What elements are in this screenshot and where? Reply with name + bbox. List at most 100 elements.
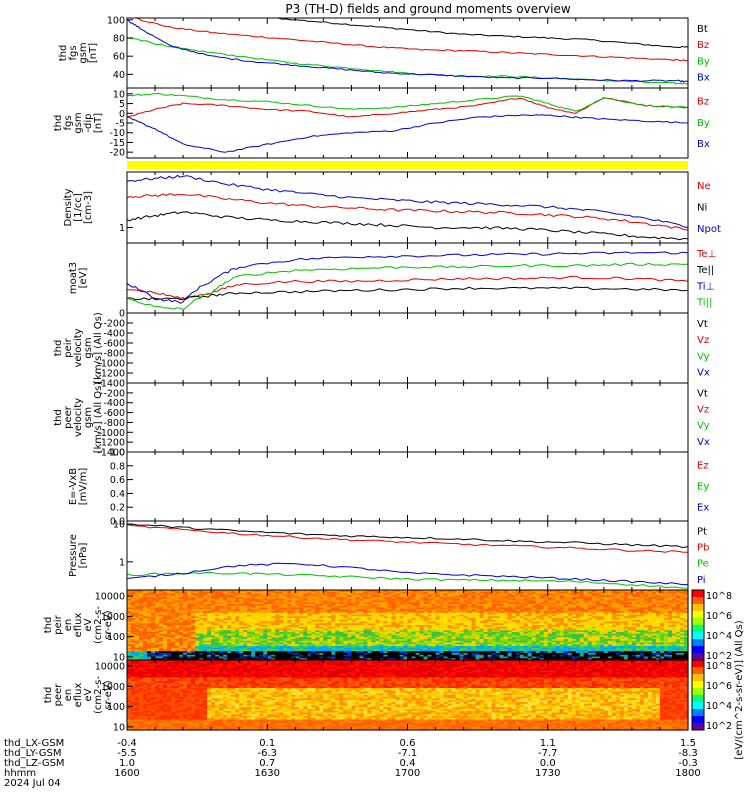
- heatmap-cell: [211, 658, 216, 661]
- heatmap-cell: [275, 630, 280, 633]
- heatmap-cell: [167, 632, 172, 635]
- heatmap-cell: [139, 604, 144, 607]
- heatmap-cell: [243, 651, 248, 654]
- heatmap-cell: [291, 602, 296, 605]
- heatmap-cell: [227, 607, 232, 610]
- heatmap-cell: [183, 640, 188, 644]
- heatmap-cell: [131, 593, 136, 596]
- heatmap-cell: [135, 609, 140, 612]
- heatmap-cell: [191, 593, 196, 596]
- heatmap-cell: [151, 625, 156, 628]
- heatmap-cell: [279, 654, 284, 658]
- heatmap-cell: [263, 602, 268, 605]
- heatmap-cell: [179, 649, 184, 652]
- heatmap-cell: [199, 646, 204, 649]
- heatmap-cell: [223, 656, 228, 659]
- heatmap-cell: [251, 633, 256, 637]
- heatmap-cell: [255, 619, 260, 623]
- heatmap-cell: [263, 658, 268, 661]
- heatmap-cell: [331, 597, 336, 600]
- heatmap-cell: [215, 614, 220, 617]
- heatmap-cell: [167, 635, 172, 638]
- heatmap-cell: [231, 630, 236, 633]
- heatmap-cell: [263, 637, 268, 640]
- heatmap-cell: [179, 647, 184, 651]
- heatmap-cell: [135, 630, 140, 633]
- heatmap-cell: [339, 637, 344, 640]
- heatmap-cell: [299, 649, 304, 652]
- heatmap-cell: [331, 639, 336, 642]
- heatmap-cell: [171, 604, 176, 607]
- heatmap-cell: [147, 653, 152, 656]
- heatmap-cell: [167, 628, 172, 631]
- heatmap-cell: [175, 621, 180, 624]
- heatmap-cell: [339, 635, 344, 638]
- heatmap-cell: [243, 595, 248, 598]
- heatmap-cell: [211, 635, 216, 638]
- heatmap-cell: [299, 593, 304, 596]
- heatmap-cell: [287, 633, 292, 637]
- heatmap-cell: [187, 637, 192, 640]
- heatmap-cell: [243, 642, 248, 645]
- heatmap-cell: [179, 614, 184, 617]
- heatmap-cell: [323, 595, 328, 598]
- heatmap-cell: [343, 647, 348, 651]
- heatmap-cell: [275, 635, 280, 638]
- heatmap-cell: [307, 640, 312, 644]
- heatmap-cell: [143, 619, 148, 623]
- heatmap-cell: [299, 591, 304, 595]
- heatmap-cell: [183, 651, 188, 654]
- heatmap-cell: [319, 623, 324, 626]
- heatmap-cell: [179, 625, 184, 628]
- heatmap-cell: [227, 612, 232, 616]
- heatmap-cell: [315, 612, 320, 616]
- heatmap-cell: [155, 600, 160, 603]
- heatmap-cell: [291, 604, 296, 607]
- heatmap-cell: [251, 644, 256, 647]
- heatmap-cell: [195, 591, 200, 595]
- heatmap-cell: [151, 623, 156, 626]
- heatmap-cell: [147, 630, 152, 633]
- heatmap-cell: [271, 644, 276, 647]
- heatmap-cell: [187, 623, 192, 626]
- heatmap-cell: [307, 618, 312, 621]
- heatmap-cell: [143, 656, 148, 659]
- heatmap-cell: [199, 633, 204, 637]
- heatmap-cell: [179, 611, 184, 614]
- heatmap-cell: [127, 602, 132, 605]
- heatmap-cell: [279, 644, 284, 647]
- heatmap-cell: [251, 630, 256, 633]
- heatmap-cell: [311, 618, 316, 621]
- heatmap-cell: [219, 658, 224, 661]
- heatmap-cell: [303, 644, 308, 647]
- heatmap-cell: [159, 647, 164, 651]
- heatmap-cell: [335, 630, 340, 633]
- heatmap-cell: [151, 658, 156, 661]
- heatmap-cell: [339, 651, 344, 654]
- heatmap-cell: [151, 605, 156, 609]
- heatmap-cell: [199, 640, 204, 644]
- heatmap-cell: [311, 637, 316, 640]
- heatmap-cell: [343, 591, 348, 595]
- heatmap-cell: [247, 621, 252, 624]
- heatmap-cell: [155, 640, 160, 644]
- heatmap-cell: [183, 595, 188, 598]
- heatmap-cell: [219, 591, 224, 595]
- heatmap-cell: [331, 640, 336, 644]
- heatmap-cell: [171, 607, 176, 610]
- heatmap-cell: [227, 591, 232, 595]
- heatmap-cell: [323, 600, 328, 603]
- heatmap-cell: [183, 616, 188, 619]
- heatmap-cell: [343, 633, 348, 637]
- heatmap-cell: [231, 604, 236, 607]
- heatmap-cell: [267, 602, 272, 605]
- heatmap-cell: [167, 640, 172, 644]
- heatmap-cell: [231, 635, 236, 638]
- heatmap-cell: [231, 642, 236, 645]
- heatmap-cell: [179, 590, 184, 593]
- heatmap-cell: [295, 616, 300, 619]
- heatmap-cell: [279, 651, 284, 654]
- heatmap-cell: [271, 595, 276, 598]
- heatmap-cell: [303, 597, 308, 600]
- heatmap-cell: [243, 607, 248, 610]
